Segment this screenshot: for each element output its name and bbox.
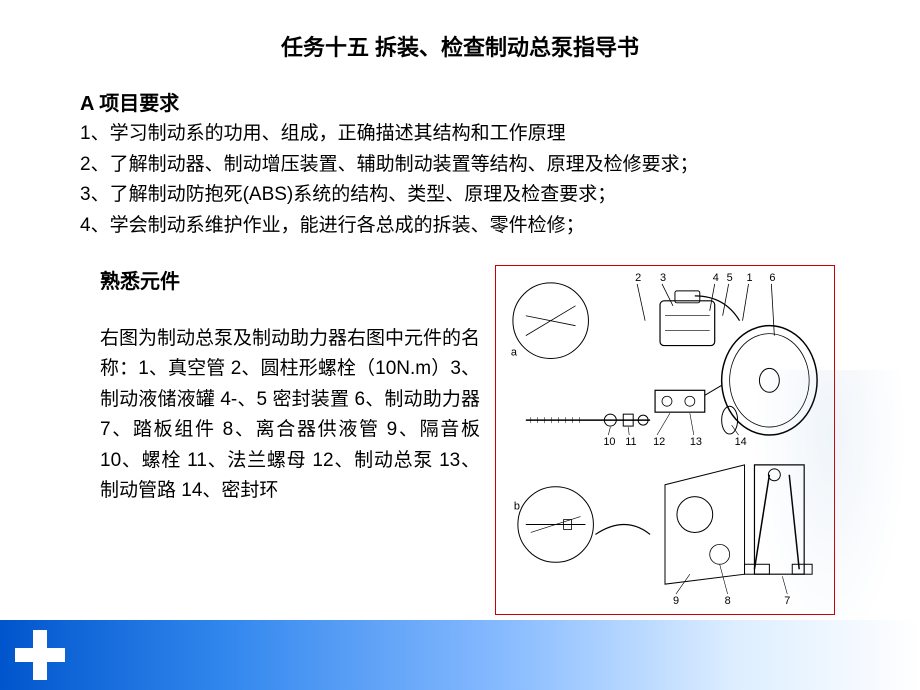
inset-a: a (511, 347, 518, 359)
diagram-svg: 2 3 4 5 1 6 a (496, 266, 834, 614)
lower-section: 熟悉元件 右图为制动总泵及制动助力器右图中元件的名称：1、真空管 2、圆柱形螺栓… (80, 265, 840, 615)
label-2: 2 (635, 272, 641, 284)
label-3: 3 (660, 272, 666, 284)
label-11: 11 (625, 436, 636, 448)
component-description: 右图为制动总泵及制动助力器右图中元件的名称：1、真空管 2、圆柱形螺栓（10N.… (100, 324, 480, 506)
label-8: 8 (725, 595, 731, 607)
req-item-4: 4、学会制动系维护作业，能进行各总成的拆装、零件检修； (80, 212, 840, 241)
req-item-3: 3、了解制动防抱死(ABS)系统的结构、类型、原理及检查要求； (80, 181, 840, 210)
label-9: 9 (673, 595, 679, 607)
inset-b: b (514, 501, 520, 513)
req-item-1: 1、学习制动系的功用、组成，正确描述其结构和工作原理 (80, 120, 840, 149)
plus-icon (10, 625, 70, 685)
label-6: 6 (769, 272, 775, 284)
familiar-header: 熟悉元件 (100, 265, 480, 294)
label-14: 14 (735, 436, 747, 448)
label-5: 5 (727, 272, 733, 284)
label-1: 1 (747, 272, 753, 284)
label-4: 4 (713, 272, 719, 284)
label-13: 13 (690, 436, 702, 448)
req-item-2: 2、了解制动器、制动增压装置、辅助制动装置等结构、原理及检修要求； (80, 151, 840, 180)
section-a-header: A 项目要求 (80, 87, 840, 116)
label-12: 12 (653, 436, 665, 448)
left-column: 熟悉元件 右图为制动总泵及制动助力器右图中元件的名称：1、真空管 2、圆柱形螺栓… (80, 265, 480, 615)
requirements-list: 1、学习制动系的功用、组成，正确描述其结构和工作原理 2、了解制动器、制动增压装… (80, 120, 840, 240)
label-7: 7 (784, 595, 790, 607)
brake-diagram: 2 3 4 5 1 6 a (495, 265, 835, 615)
content-area: A 项目要求 1、学习制动系的功用、组成，正确描述其结构和工作原理 2、了解制动… (0, 87, 920, 615)
page-title: 任务十五 拆装、检查制动总泵指导书 (0, 0, 920, 87)
label-10: 10 (603, 436, 615, 448)
bottom-gradient-bar (0, 620, 920, 690)
